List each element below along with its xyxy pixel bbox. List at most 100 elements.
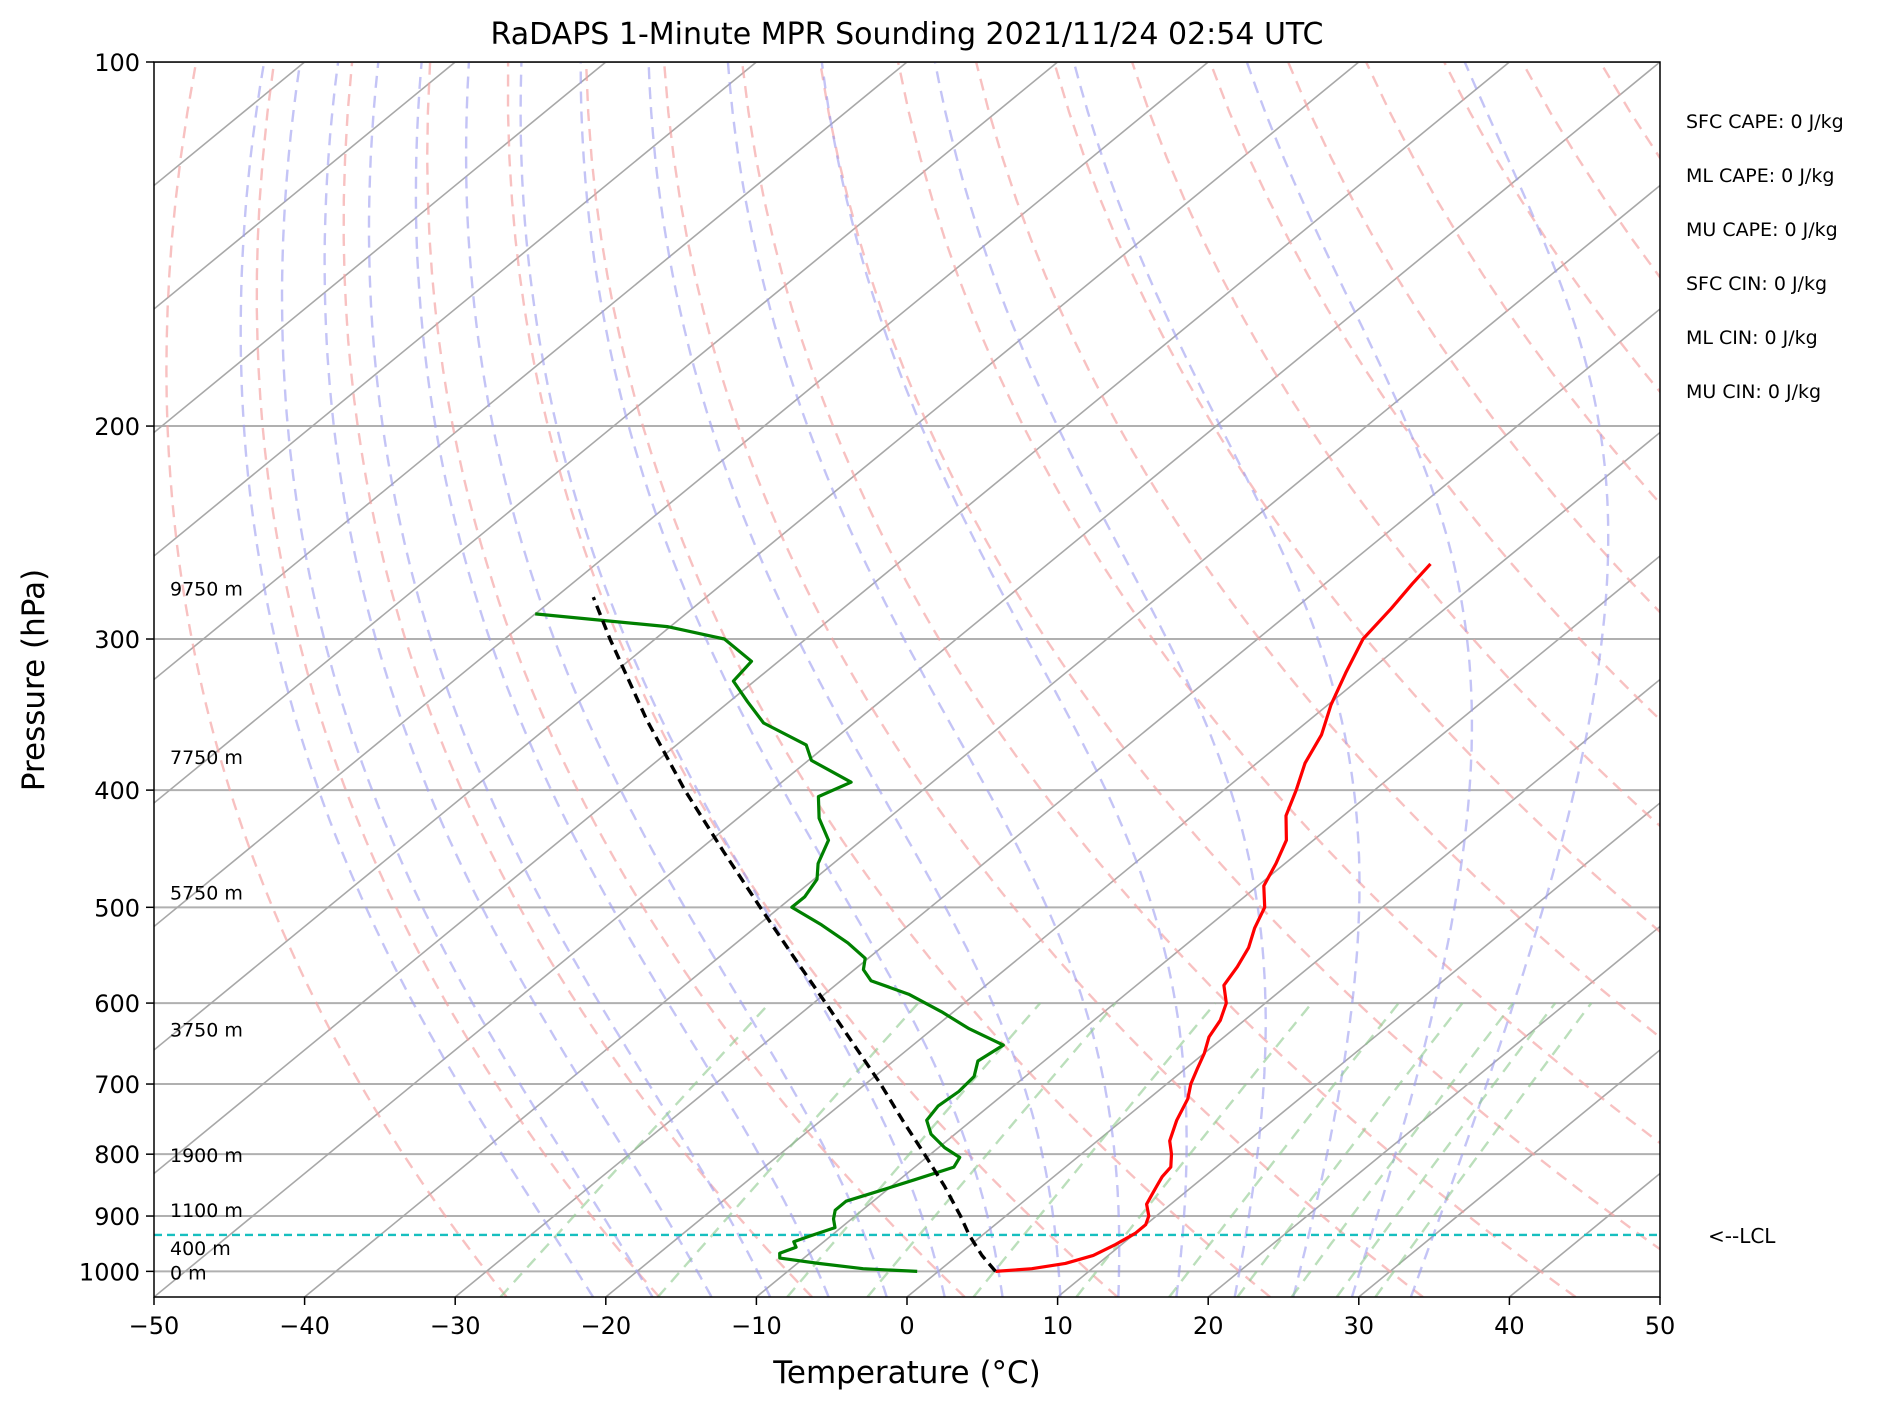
x-tick-label: −30 [430,1312,481,1340]
isotherm-line [1057,801,1660,1297]
index-text: SFC CAPE: 0 J/kg [1686,111,1844,133]
dry-adiabat [1365,62,1660,505]
isotherm-line [1659,1295,1660,1297]
lcl-label: <--LCL [1708,1224,1776,1248]
x-tick-label: 20 [1193,1312,1224,1340]
isotherm-line [154,62,456,311]
moist-adiabat [464,62,888,1297]
dry-adiabat [425,62,966,1297]
x-tick-label: 50 [1645,1312,1676,1340]
x-tick-label: −20 [580,1312,631,1340]
y-tick-label: 700 [94,1071,140,1099]
mixing-ratio-line [972,1002,1217,1297]
y-tick-label: 100 [94,49,140,77]
y-tick-label: 600 [94,990,140,1018]
mixing-ratio-line [1168,1002,1400,1297]
dry-adiabat [1599,62,1660,161]
moist-adiabat [323,62,713,1297]
y-tick-label: 300 [94,626,140,654]
moist-adiabat [239,62,595,1297]
index-text: ML CAPE: 0 J/kg [1686,165,1834,187]
isotherm-line [1508,1172,1660,1297]
y-tick-label: 400 [94,777,140,805]
height-label: 1100 m [170,1200,243,1222]
height-label: 9750 m [170,579,243,601]
mixing-ratio-line [1236,1002,1464,1297]
isotherm-line [906,678,1660,1297]
dry-adiabat [255,62,661,1297]
moist-adiabat [414,62,830,1297]
moist-adiabat [579,62,1004,1297]
x-tick-label: 40 [1494,1312,1525,1340]
y-tick-label: 1000 [79,1258,140,1286]
isotherm-line [154,62,1510,1175]
isotherm-line [154,62,607,434]
dry-adiabat [1834,62,1882,1297]
isotherm-line [154,62,1660,1297]
moist-adiabat [820,62,1188,1297]
y-tick-label: 900 [94,1203,140,1231]
moist-adiabat [280,62,654,1297]
index-text: SFC CIN: 0 J/kg [1686,273,1827,295]
isotherm-line [1207,925,1660,1297]
dry-adiabat [818,62,1660,1251]
moist-adiabat [519,62,946,1297]
dry-adiabat [740,62,1577,1297]
moist-adiabat [1409,62,1610,1297]
moist-adiabat [933,62,1267,1297]
x-tick-label: 0 [899,1312,914,1340]
dewpoint-profile [535,612,1005,1273]
mixing-ratio-line [1290,1002,1515,1297]
sounding-lines [154,562,1660,1273]
index-text: ML CIN: 0 J/kg [1686,327,1818,349]
isotherm-line [304,184,1660,1297]
height-label: 400 m [170,1238,231,1260]
chart-title: RaDAPS 1-Minute MPR Sounding 2021/11/24 … [491,17,1324,52]
isotherm-line [755,554,1660,1297]
mixing-ratio-line [1075,1002,1313,1297]
isotherm-line [1358,1048,1660,1297]
isotherm-line [154,62,757,558]
y-tick-label: 500 [94,894,140,922]
x-tick-label: −40 [279,1312,330,1340]
stability-indices: SFC CAPE: 0 J/kg ML CAPE: 0 J/kg MU CAPE: … [1686,111,1844,403]
x-axis-label: Temperature (°C) [772,1355,1041,1391]
x-tick-label: 10 [1042,1312,1073,1340]
y-tick-label: 800 [94,1141,140,1169]
isotherm-line [605,431,1660,1297]
dry-adiabat [165,62,508,1297]
moist-adiabat [647,62,1062,1297]
background-lines [154,62,1882,1297]
isotherm-line [154,62,1360,1052]
height-label: 0 m [170,1262,207,1284]
dry-adiabat [1130,62,1660,828]
height-label: 3750 m [170,1020,243,1042]
dry-adiabat [662,62,1424,1297]
moist-adiabat [367,62,772,1297]
dry-adiabat [896,62,1660,1145]
dry-adiabat [1756,62,1882,1297]
isotherm-line [154,62,1209,928]
parcel-profile [591,596,997,1273]
moist-adiabat [1245,62,1474,1297]
dry-adiabat [342,62,813,1297]
dry-adiabat [506,62,1119,1297]
dry-adiabat [1521,62,1660,280]
index-text: MU CIN: 0 J/kg [1686,381,1821,403]
mixing-ratio-line [656,1002,920,1297]
mixing-ratio-line [786,1002,1042,1297]
moist-adiabat [1072,62,1361,1297]
mixing-ratio-line [1374,1002,1593,1297]
dry-adiabat [584,62,1271,1297]
index-text: MU CAPE: 0 J/kg [1686,219,1838,241]
height-label: 5750 m [170,882,243,904]
mixing-ratio-line [866,1002,1117,1297]
dry-adiabat [1678,62,1882,1297]
isotherm-line [154,62,1059,805]
mixing-ratio-line [1335,1002,1557,1297]
dry-adiabat [974,62,1660,1039]
moist-adiabat [726,62,1121,1297]
